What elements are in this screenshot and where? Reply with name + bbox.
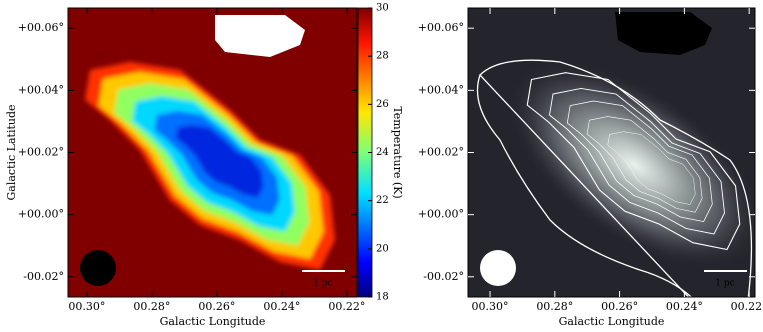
x-axis-label: Galactic Longitude	[559, 315, 665, 328]
y-tick-label: +00.04°	[18, 83, 64, 96]
colorbar-tick-label: 24	[376, 147, 389, 158]
y-tick-label: +00.02°	[18, 146, 64, 159]
temperature-map	[68, 8, 357, 297]
y-tick-label: +00.00°	[18, 208, 64, 221]
colorbar-label: Temperature (K)	[391, 106, 404, 198]
y-axis-label: Galactic Latitude	[5, 104, 18, 200]
x-tick-label: 00.28°	[536, 300, 573, 313]
colorbar-tick-label: 30	[376, 3, 389, 14]
x-tick-label: 00.26°	[198, 300, 235, 313]
x-tick-label: 00.28°	[133, 300, 170, 313]
x-tick-label: 00.26°	[601, 300, 638, 313]
x-tick-label: 00.22°	[328, 300, 365, 313]
scale-bar-label: 1 pc	[715, 279, 734, 289]
colorbar-tick-label: 22	[376, 195, 389, 206]
colorbar-tick-label: 20	[376, 243, 389, 254]
y-tick-label: +00.02°	[418, 146, 464, 159]
x-tick-label: 00.22°	[731, 300, 763, 313]
colorbar-tick-label: 18	[376, 292, 389, 303]
y-tick-label: +00.06°	[18, 21, 64, 34]
y-tick-label: -00.02°	[423, 270, 464, 283]
colorbar-tick-label: 26	[376, 99, 389, 110]
y-tick-label: -00.02°	[23, 270, 64, 283]
colorbar-tick-label: 28	[376, 51, 389, 62]
y-tick-label: +00.00°	[418, 208, 464, 221]
scale-bar-label: 1 pc	[313, 279, 332, 289]
y-tick-label: +00.04°	[418, 83, 464, 96]
x-tick-label: 00.24°	[263, 300, 300, 313]
x-tick-label: 00.30°	[472, 300, 509, 313]
x-axis-label: Galactic Longitude	[160, 315, 266, 328]
column-density-map	[468, 8, 755, 297]
x-tick-label: 00.30°	[68, 300, 105, 313]
x-tick-label: 00.24°	[666, 300, 703, 313]
y-tick-label: +00.06°	[418, 21, 464, 34]
